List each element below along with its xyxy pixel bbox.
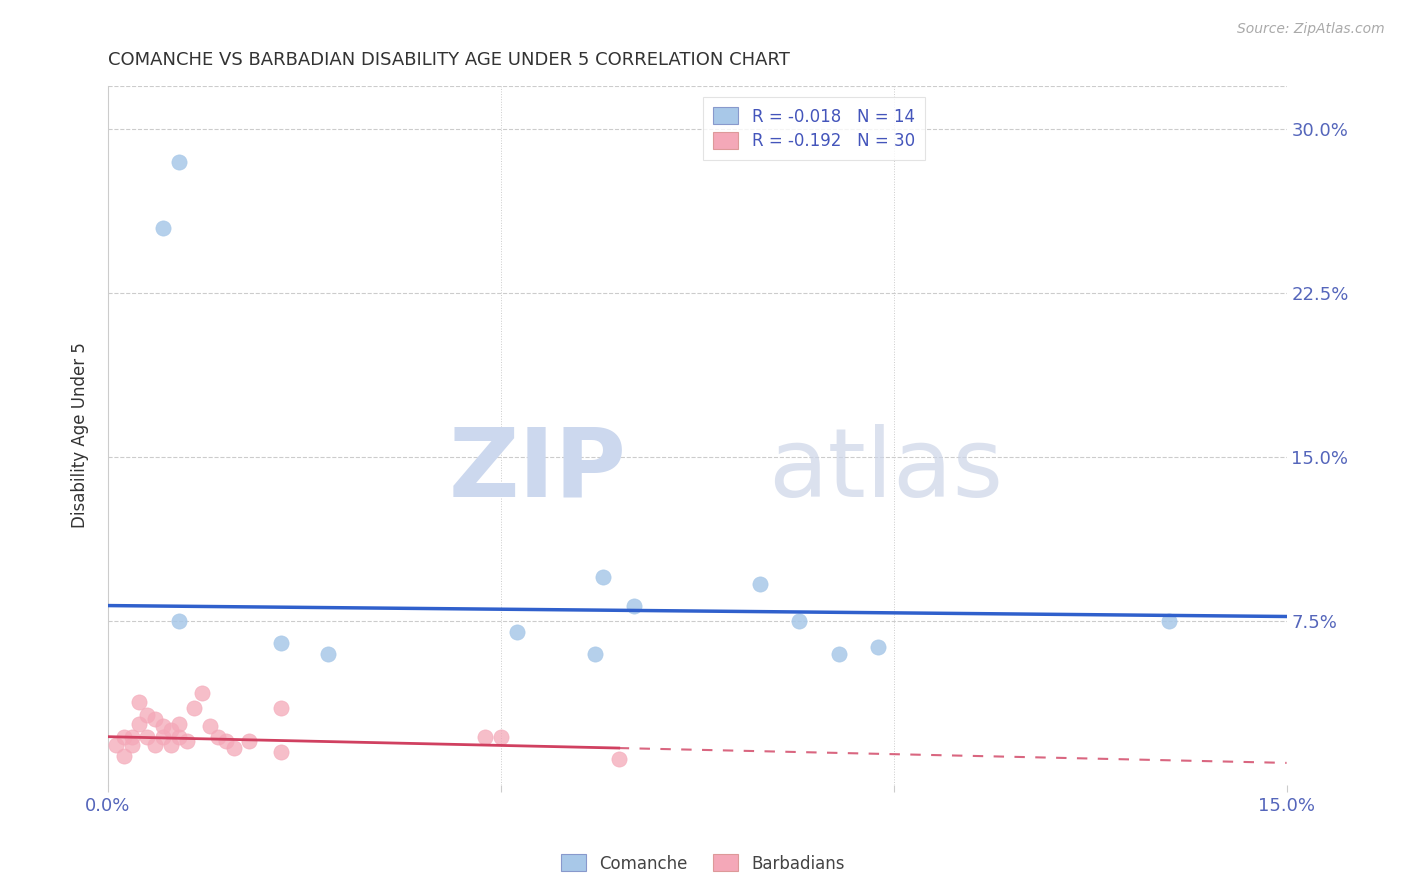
Point [191, 686, 214, 700]
Text: ZIP: ZIP [449, 424, 627, 516]
Point [160, 723, 183, 738]
Point [592, 570, 614, 584]
Point [270, 701, 292, 715]
Point [104, 739, 127, 753]
Point [215, 734, 238, 748]
Text: COMANCHE VS BARBADIAN DISABILITY AGE UNDER 5 CORRELATION CHART: COMANCHE VS BARBADIAN DISABILITY AGE UND… [108, 51, 790, 69]
Point [270, 745, 292, 759]
Point [198, 719, 221, 733]
Point [183, 701, 205, 715]
Point [1157, 614, 1180, 628]
Point [143, 739, 166, 753]
Point [167, 730, 190, 744]
Point [222, 740, 245, 755]
Point [167, 614, 190, 628]
Point [112, 749, 135, 764]
Point [152, 719, 174, 733]
Point [474, 730, 496, 744]
Point [121, 730, 143, 744]
Y-axis label: Disability Age Under 5: Disability Age Under 5 [72, 343, 89, 528]
Text: atlas: atlas [768, 424, 1002, 516]
Point [176, 734, 198, 748]
Point [128, 695, 150, 709]
Point [749, 576, 772, 591]
Point [121, 739, 143, 753]
Point [789, 614, 811, 628]
Point [583, 647, 606, 661]
Point [238, 734, 260, 748]
Point [623, 599, 645, 613]
Point [128, 716, 150, 731]
Point [316, 647, 339, 661]
Point [167, 716, 190, 731]
Point [152, 730, 174, 744]
Point [270, 636, 292, 650]
Point [152, 220, 174, 235]
Point [489, 730, 512, 744]
Point [143, 712, 166, 726]
Point [136, 707, 159, 722]
Point [167, 155, 190, 169]
Point [160, 739, 183, 753]
Point [505, 624, 527, 639]
Legend: Comanche, Barbadians: Comanche, Barbadians [554, 847, 852, 880]
Point [607, 751, 630, 765]
Text: Source: ZipAtlas.com: Source: ZipAtlas.com [1237, 22, 1385, 37]
Point [112, 730, 135, 744]
Legend: R = -0.018   N = 14, R = -0.192   N = 30: R = -0.018 N = 14, R = -0.192 N = 30 [703, 97, 925, 161]
Point [207, 730, 229, 744]
Point [866, 640, 889, 654]
Point [136, 730, 159, 744]
Point [828, 647, 851, 661]
